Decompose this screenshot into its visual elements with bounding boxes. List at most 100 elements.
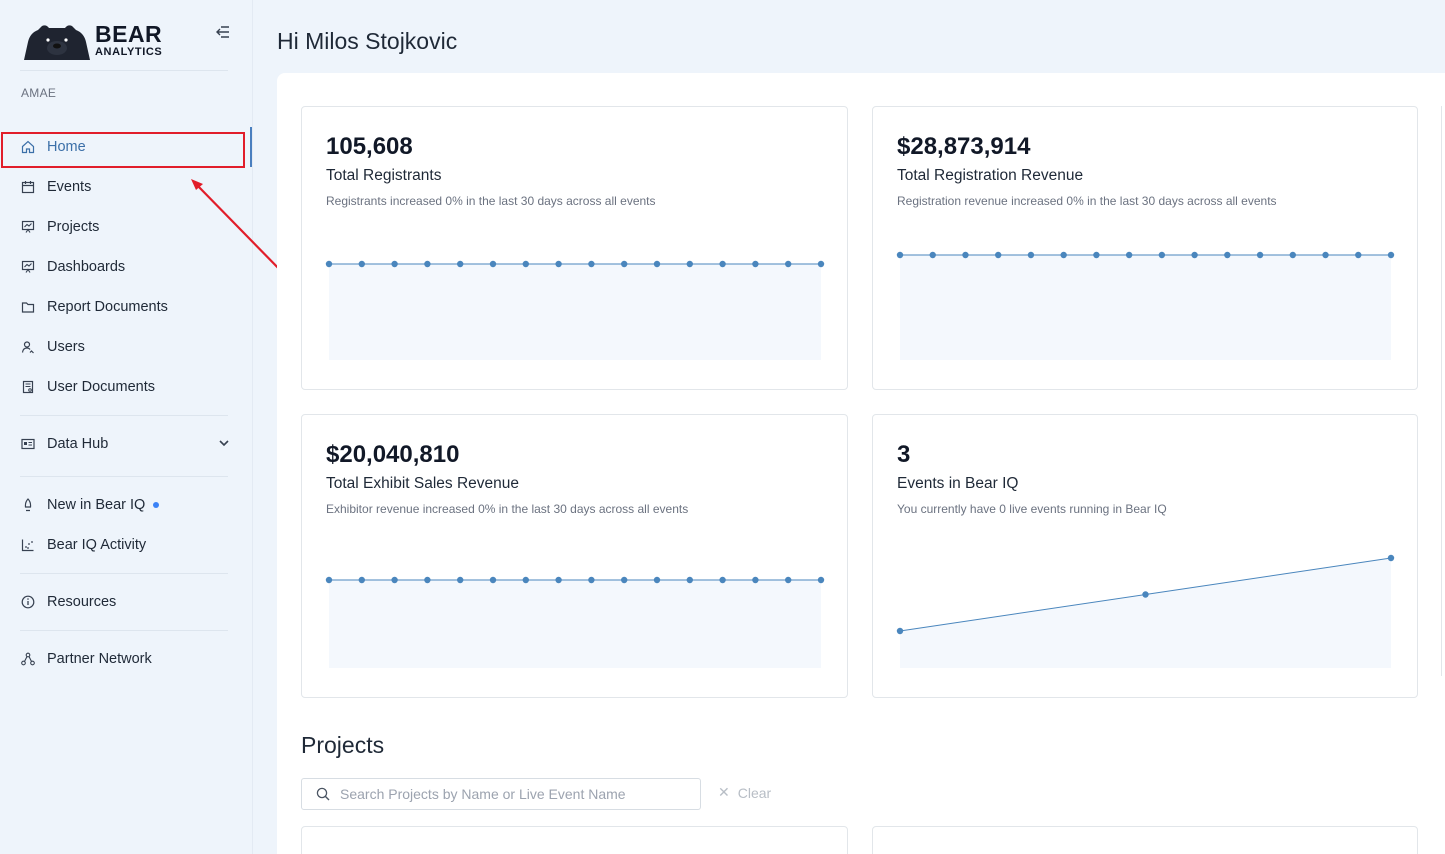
- user-document-icon: [20, 379, 36, 395]
- chart-point: [588, 260, 595, 268]
- stat-description: You currently have 0 live events running…: [897, 502, 1167, 516]
- sidebar-item-dashboards[interactable]: Dashboards: [20, 252, 230, 282]
- stat-value: $20,040,810: [326, 441, 460, 468]
- chart-point: [325, 576, 333, 584]
- stat-label: Events in Bear IQ: [897, 475, 1019, 492]
- presentation-icon: [20, 219, 36, 235]
- chart-point: [522, 260, 529, 268]
- stat-description: Registrants increased 0% in the last 30 …: [326, 194, 656, 208]
- network-icon: [20, 651, 36, 667]
- chart-point: [621, 576, 628, 584]
- clear-button[interactable]: ✕ Clear: [718, 784, 771, 801]
- rocket-icon: [20, 497, 36, 513]
- stat-label: Total Registrants: [326, 167, 442, 184]
- chart-point: [719, 260, 726, 268]
- chart-point: [785, 260, 792, 268]
- stat-value: 105,608: [326, 133, 413, 160]
- sidebar-item-label: Events: [47, 179, 92, 195]
- sparkline-chart: [325, 260, 825, 360]
- chart-area: [900, 558, 1391, 668]
- chart-point: [1387, 554, 1395, 562]
- project-card[interactable]: [301, 826, 848, 854]
- sidebar-item-label: Projects: [47, 219, 100, 235]
- users-icon: [20, 339, 36, 355]
- chart-point: [621, 260, 628, 268]
- chart-point: [555, 576, 562, 584]
- chart-point: [588, 576, 595, 584]
- chart-point: [358, 576, 365, 584]
- sidebar-item-label: Partner Network: [47, 651, 152, 667]
- sidebar-item-projects[interactable]: Projects: [20, 212, 230, 242]
- sidebar-item-events[interactable]: Events: [20, 172, 230, 202]
- sidebar-item-label: New in Bear IQ: [47, 497, 146, 513]
- chart-point: [995, 251, 1002, 259]
- calendar-icon: [20, 179, 36, 195]
- sidebar-item-bear-iq-activity[interactable]: Bear IQ Activity: [20, 530, 230, 560]
- chart-point: [719, 576, 726, 584]
- new-indicator-dot: [153, 502, 160, 508]
- sidebar-item-partner-network[interactable]: Partner Network: [20, 644, 230, 674]
- brand-tagline: ANALYTICS: [95, 46, 163, 58]
- sidebar-item-label: Dashboards: [47, 259, 126, 275]
- chart-point: [1027, 251, 1035, 259]
- chart-point: [686, 576, 693, 584]
- project-search[interactable]: [301, 778, 701, 810]
- sidebar-item-users[interactable]: Users: [20, 332, 230, 362]
- chart-point: [1224, 251, 1231, 259]
- chart-point: [522, 576, 529, 584]
- chevron-down-icon[interactable]: [218, 437, 230, 453]
- chart-point: [358, 260, 365, 268]
- dashboard-icon: [20, 259, 36, 275]
- stat-label: Total Exhibit Sales Revenue: [326, 475, 520, 492]
- chart-point: [1322, 251, 1329, 259]
- divider: [20, 70, 228, 71]
- sidebar-item-label: User Documents: [47, 379, 155, 395]
- divider: [20, 476, 228, 477]
- sidebar-item-label: Resources: [47, 594, 117, 610]
- active-indicator: [250, 127, 252, 167]
- sidebar-item-data-hub[interactable]: Data Hub: [20, 429, 230, 459]
- chart-point: [653, 576, 661, 584]
- collapse-sidebar-button[interactable]: [216, 25, 232, 39]
- bear-logo-icon: [24, 25, 90, 60]
- sidebar-item-home[interactable]: Home: [20, 132, 230, 162]
- chart-point: [752, 576, 759, 584]
- chart-point: [653, 260, 661, 268]
- divider: [20, 573, 228, 574]
- stat-description: Exhibitor revenue increased 0% in the la…: [326, 502, 689, 516]
- chart-point: [424, 260, 431, 268]
- collapse-menu-icon: [216, 26, 229, 38]
- folder-icon: [20, 299, 36, 315]
- home-icon: [20, 139, 36, 155]
- sidebar-item-report-documents[interactable]: Report Documents: [20, 292, 230, 322]
- stat-description: Registration revenue increased 0% in the…: [897, 194, 1277, 208]
- sparkline-chart: [325, 576, 825, 668]
- sidebar-item-new-in-bear-iq[interactable]: New in Bear IQ: [20, 490, 230, 520]
- id-card-icon: [20, 436, 36, 452]
- chart-point: [896, 251, 904, 259]
- sidebar-item-label: Users: [47, 339, 85, 355]
- chart-point: [785, 576, 792, 584]
- chart-area: [329, 264, 821, 360]
- chart-point: [686, 260, 693, 268]
- chart-area: [900, 255, 1391, 360]
- project-card[interactable]: [872, 826, 1418, 854]
- sparkline-chart: [896, 554, 1395, 668]
- chart-point: [817, 260, 825, 268]
- stat-card-registrants: 105,608 Total Registrants Registrants in…: [301, 106, 848, 390]
- search-input[interactable]: [340, 786, 680, 802]
- stat-value: 3: [897, 441, 911, 468]
- sidebar-item-user-documents[interactable]: User Documents: [20, 372, 230, 402]
- chart-point: [752, 260, 759, 268]
- stat-card-registration-revenue: $28,873,914 Total Registration Revenue R…: [872, 106, 1418, 390]
- brand-logo[interactable]: BEAR ANALYTICS: [22, 22, 230, 62]
- chart-point: [325, 260, 333, 268]
- chart-area: [329, 580, 821, 668]
- chart-point: [424, 576, 431, 584]
- sidebar-item-resources[interactable]: Resources: [20, 587, 230, 617]
- chart-point: [817, 576, 825, 584]
- stat-label: Total Registration Revenue: [897, 167, 1084, 184]
- chart-point: [1387, 251, 1395, 259]
- page-title: Hi Milos Stojkovic: [277, 28, 458, 54]
- clear-label: Clear: [737, 784, 772, 801]
